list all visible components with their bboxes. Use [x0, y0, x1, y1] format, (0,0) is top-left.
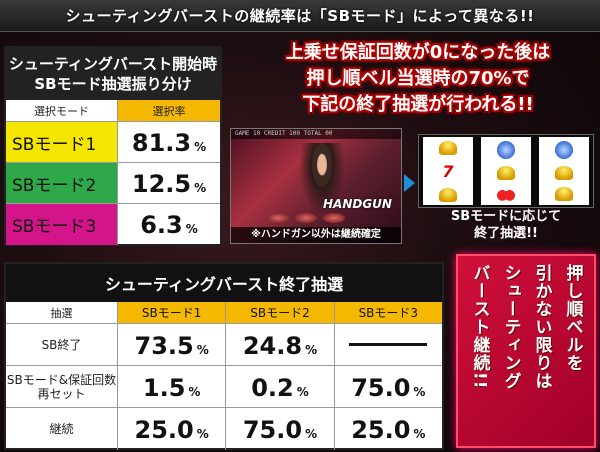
table2-col-mode3: SBモード3	[334, 302, 442, 323]
table2-col-mode2: SBモード2	[226, 302, 335, 323]
table-row: SBモード2 12.5 %	[6, 163, 220, 204]
rate-value: 12.5	[131, 170, 192, 198]
bell-icon	[439, 140, 457, 155]
table1-header: シューティングバースト開始時 SBモード抽選振り分け	[6, 48, 220, 100]
sb-mode-allocation-table: シューティングバースト開始時 SBモード抽選振り分け 選択モード 選択率 SBモ…	[4, 46, 222, 246]
table1-column-header: 選択モード 選択率	[6, 100, 220, 122]
callout-col3: シューティング	[500, 264, 521, 390]
headline-line2: 押し順ベル当選時の70%で	[306, 68, 530, 89]
value-cell: 73.5%	[118, 324, 227, 365]
rate-unit: %	[194, 181, 207, 195]
table2-title: シューティングバースト終了抽選	[6, 264, 442, 302]
handgun-logo: HANDGUN	[323, 197, 392, 211]
reel-caption-line1: SBモードに応じて	[450, 209, 562, 224]
top-banner: シューティングバーストの継続率は「SBモード」によって異なる!!	[0, 0, 600, 32]
headline: 上乗せ保証回数が0になった後は 押し順ベル当選時の70%で 下記の終了抽選が行わ…	[240, 40, 596, 118]
headline-line1: 上乗せ保証回数が0になった後は	[285, 42, 551, 63]
table1-col-rate: 選択率	[118, 100, 220, 121]
table1-col-mode: 選択モード	[6, 100, 118, 121]
blue-symbol-icon	[497, 140, 515, 159]
seven-icon: 7	[442, 161, 454, 181]
rate-value: 81.3	[131, 129, 192, 157]
table-row: SBモード1 81.3 %	[6, 122, 220, 163]
table2-col-mode1: SBモード1	[118, 302, 227, 323]
rate-unit: %	[185, 222, 198, 236]
reel-caption-line2: 終了抽選!!	[474, 226, 538, 241]
reel-panel: 7	[418, 134, 594, 208]
table-row: SBモード3 6.3 %	[6, 204, 220, 245]
mini-reels	[267, 213, 345, 223]
value-cell: 75.0%	[351, 374, 426, 402]
table2-header-row: 抽選 SBモード1 SBモード2 SBモード3	[6, 302, 442, 324]
table1-title-line1: シューティングバースト開始時	[8, 55, 218, 73]
sb-end-lottery-table: シューティングバースト終了抽選 抽選 SBモード1 SBモード2 SBモード3 …	[4, 262, 444, 450]
value-cell: 75.0%	[226, 408, 335, 450]
table-row: SB終了 73.5% 24.8%	[6, 324, 442, 366]
bell-icon	[439, 187, 457, 202]
value-cell	[335, 324, 442, 365]
value-cell: 24.8%	[226, 324, 335, 365]
reel-left: 7	[423, 137, 473, 205]
table-row: SBモード&保証回数 再セット 1.5% 0.2% 75.0%	[6, 366, 442, 408]
rate-cell: 6.3 %	[118, 204, 220, 245]
value-cell: 1.5%	[118, 366, 227, 407]
blue-symbol-icon	[555, 140, 573, 159]
continuation-callout: 押し順ベルを 引かない限りは シューティング バースト継続!!	[456, 254, 596, 448]
game-screenshot: GAME 10 CREDIT 100 TOTAL 00 HANDGUN ※ハンド…	[230, 128, 402, 244]
mode-cell: SBモード2	[6, 163, 118, 203]
screenshot-note: ※ハンドガン以外は継続確定	[231, 227, 401, 243]
table-row: 継続 25.0% 75.0% 25.0%	[6, 408, 442, 450]
table1-title-line2: SBモード抽選振り分け	[34, 75, 192, 93]
callout-col4: バースト継続!!	[469, 264, 490, 390]
hud-text: GAME 10 CREDIT 100 TOTAL 00	[231, 129, 401, 139]
dash-mark	[349, 343, 428, 346]
bell-icon	[555, 165, 573, 180]
rate-unit: %	[194, 140, 207, 154]
rate-cell: 81.3 %	[118, 122, 220, 162]
reel-right	[539, 137, 589, 205]
rate-cell: 12.5 %	[118, 163, 220, 203]
reel-center	[481, 137, 531, 205]
value-cell: 25.0%	[351, 416, 426, 444]
rate-value: 6.3	[140, 211, 183, 239]
mode-cell: SBモード3	[6, 204, 118, 245]
row-label: SBモード&保証回数 再セット	[6, 366, 118, 407]
callout-col2: 引かない限りは	[531, 264, 552, 390]
row-label: SB終了	[6, 324, 118, 365]
cherry-icon	[497, 187, 515, 202]
row-label: 継続	[6, 408, 118, 450]
character-image	[299, 143, 345, 215]
arrow-right-icon	[404, 174, 415, 192]
value-cell: 25.0%	[118, 408, 227, 450]
mode-cell: SBモード1	[6, 122, 118, 162]
reel-caption: SBモードに応じて 終了抽選!!	[426, 208, 586, 242]
value-cell: 0.2%	[226, 366, 335, 407]
table2-col-label: 抽選	[6, 302, 118, 323]
bell-icon	[555, 187, 573, 202]
banner-text: シューティングバーストの継続率は「SBモード」によって異なる!!	[65, 7, 535, 25]
callout-col1: 押し順ベルを	[562, 264, 583, 372]
headline-line3: 下記の終了抽選が行われる!!	[302, 94, 534, 115]
bell-icon	[497, 165, 515, 180]
